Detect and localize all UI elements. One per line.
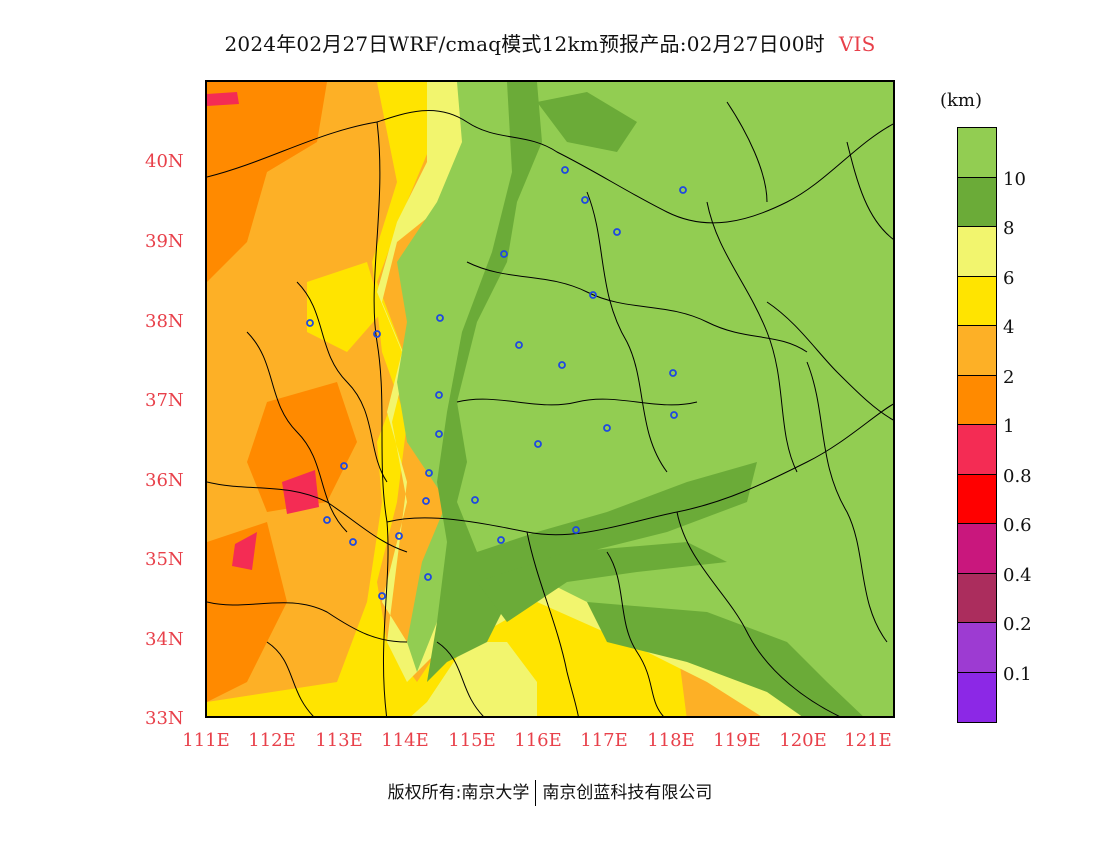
city-marker	[669, 369, 677, 377]
colorbar-label: 2	[1003, 367, 1015, 388]
city-marker	[373, 330, 381, 338]
city-marker	[436, 314, 444, 322]
lat-label: 37N	[145, 390, 184, 411]
map-canvas	[207, 82, 893, 716]
colorbar-segment	[958, 623, 996, 673]
field-yellow-w	[307, 262, 382, 352]
city-marker	[395, 532, 403, 540]
city-marker	[534, 440, 542, 448]
city-marker	[603, 424, 611, 432]
colorbar-segment	[958, 128, 996, 178]
field-red-spot-2	[232, 532, 257, 570]
colorbar-label: 0.1	[1003, 664, 1032, 685]
city-marker	[558, 361, 566, 369]
field-red-spot-3	[207, 92, 239, 106]
city-marker	[340, 462, 348, 470]
lat-label: 38N	[145, 311, 184, 332]
chart-title: 2024年02月27日WRF/cmaq模式12km预报产品:02月27日00时 V…	[0, 28, 1100, 57]
lon-label: 120E	[779, 730, 827, 751]
city-marker	[515, 341, 523, 349]
city-marker	[435, 391, 443, 399]
city-marker	[435, 430, 443, 438]
colorbar-segment	[958, 375, 996, 425]
colorbar-segment	[958, 672, 996, 722]
lat-label: 35N	[145, 549, 184, 570]
city-marker	[581, 196, 589, 204]
lon-label: 114E	[381, 730, 429, 751]
colorbar-label: 0.8	[1003, 466, 1032, 487]
lon-label: 118E	[647, 730, 695, 751]
field-red-spot-1	[282, 470, 319, 514]
footer-separator	[535, 780, 537, 806]
field-dark-green-s	[477, 542, 727, 622]
lon-label: 116E	[514, 730, 562, 751]
colorbar-segment	[958, 524, 996, 574]
field-dark-green-band	[427, 82, 757, 682]
lon-label: 117E	[580, 730, 628, 751]
city-marker	[613, 228, 621, 236]
colorbar-label: 0.4	[1003, 565, 1032, 586]
colorbar-segment	[958, 276, 996, 326]
lon-label: 112E	[248, 730, 296, 751]
field-dark-orange-w	[247, 382, 357, 512]
city-marker	[471, 496, 479, 504]
city-marker	[572, 526, 580, 534]
colorbar-segment	[958, 177, 996, 227]
city-marker	[500, 250, 508, 258]
city-marker	[422, 497, 430, 505]
colorbar-segment	[958, 425, 996, 475]
city-marker	[561, 166, 569, 174]
field-dark-orange-sw	[207, 522, 287, 702]
colorbar-label: 8	[1003, 218, 1015, 239]
city-marker	[306, 319, 314, 327]
title-main: 2024年02月27日WRF/cmaq模式12km预报产品:02月27日00时	[224, 32, 825, 56]
city-marker	[679, 186, 687, 194]
city-marker	[424, 573, 432, 581]
colorbar-unit: (km)	[940, 90, 983, 111]
city-marker	[670, 411, 678, 419]
colorbar-segment	[958, 573, 996, 623]
lat-label: 34N	[145, 629, 184, 650]
lat-label: 40N	[145, 151, 184, 172]
lon-label: 121E	[844, 730, 892, 751]
lon-label: 119E	[713, 730, 761, 751]
colorbar-label: 1	[1003, 416, 1015, 437]
city-markers	[306, 166, 687, 600]
footer-company: 南京创蓝科技有限公司	[542, 783, 713, 803]
field-dark-green-n	[537, 92, 637, 152]
footer-copyright: 版权所有:南京大学	[387, 783, 530, 803]
field-yellow	[207, 82, 687, 716]
city-marker	[378, 592, 386, 600]
city-marker	[589, 291, 597, 299]
title-variable: VIS	[838, 32, 876, 56]
field-dark-orange-nw	[207, 82, 327, 282]
city-marker	[349, 538, 357, 546]
colorbar-segment	[958, 474, 996, 524]
colorbar-label: 0.6	[1003, 515, 1032, 536]
colorbar	[957, 127, 997, 723]
colorbar-label: 4	[1003, 317, 1015, 338]
lat-label: 39N	[145, 231, 184, 252]
colorbar-segment	[958, 326, 996, 376]
lon-label: 111E	[182, 730, 230, 751]
footer: 版权所有:南京大学 南京创蓝科技有限公司	[0, 778, 1100, 806]
boundaries	[207, 101, 893, 716]
city-marker	[497, 536, 505, 544]
city-marker	[425, 469, 433, 477]
visibility-map	[205, 80, 895, 718]
colorbar-label: 6	[1003, 268, 1015, 289]
lat-label: 36N	[145, 470, 184, 491]
colorbar-label: 0.2	[1003, 614, 1032, 635]
colorbar-segment	[958, 227, 996, 277]
city-marker	[323, 516, 331, 524]
colorbar-label: 10	[1003, 169, 1026, 190]
lat-label: 33N	[145, 708, 184, 729]
lon-label: 115E	[448, 730, 496, 751]
lon-label: 113E	[315, 730, 363, 751]
